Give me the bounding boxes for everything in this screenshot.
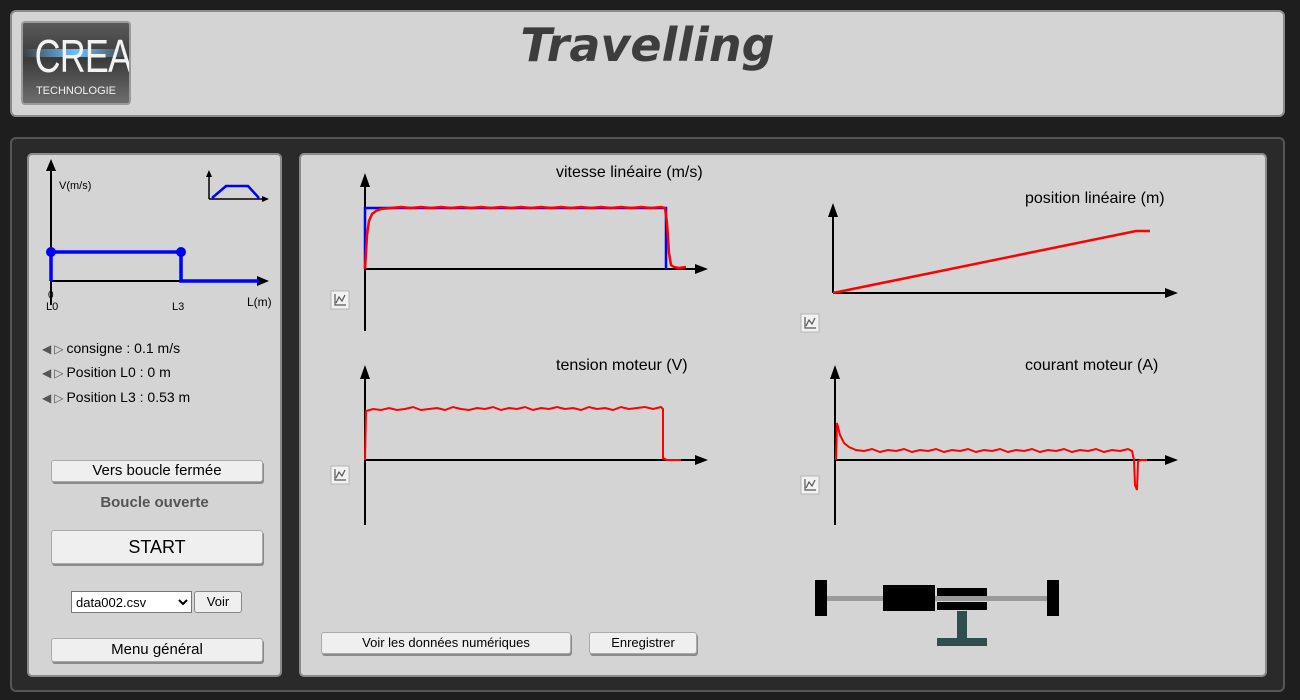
vitesse-chart-title: vitesse linéaire (m/s)	[556, 164, 703, 181]
courant-x-arrow	[1165, 455, 1178, 465]
voir-button[interactable]: Voir	[194, 591, 242, 613]
position-measured-series	[832, 229, 1150, 295]
control-panel: V(m/s) L(m) 0 L0 L3 ◀ ▷ consigne : 0.1 m/s…	[27, 153, 282, 677]
header-bar: CREA TECHNOLOGIE Travelling	[10, 10, 1285, 117]
position-chart	[828, 203, 1178, 298]
logo-light-streak	[23, 49, 129, 57]
profile-tick-L0: L0	[46, 301, 59, 313]
vitesse-x-arrow	[695, 264, 708, 274]
charts-panel: vitesse linéaire (m/s) position linéaire…	[299, 153, 1267, 677]
increase-arrow-icon[interactable]: ▷	[54, 366, 64, 380]
profile-tick-zero: 0	[48, 290, 54, 301]
mechanism-carriage-top	[937, 588, 987, 596]
mechanism-stand-base	[937, 638, 987, 646]
page-title: Travelling	[520, 18, 775, 72]
profile-x-label: L(m)	[247, 295, 272, 309]
vitesse-setpoint-series	[363, 206, 668, 269]
courant-measured-series	[835, 422, 1147, 491]
mini-arrow-y	[206, 170, 212, 177]
start-button[interactable]: START	[51, 530, 263, 564]
increase-arrow-icon[interactable]: ▷	[54, 342, 64, 356]
logo-main-text: CREA	[34, 30, 131, 82]
vitesse-chart	[360, 173, 708, 331]
vitesse-y-arrow	[360, 173, 370, 187]
tension-chart	[360, 365, 708, 525]
courant-chart-title: courant moteur (A)	[1025, 357, 1159, 374]
mini-arrow-x	[262, 196, 269, 202]
mechanism-stand-post	[957, 611, 967, 638]
tension-x-arrow	[695, 455, 708, 465]
param-label: Position L3 : 0.53 m	[66, 389, 191, 405]
profile-point-L0	[46, 247, 56, 257]
param-label: consigne : 0.1 m/s	[66, 340, 181, 356]
view-numeric-data-button[interactable]: Voir les données numériques	[321, 632, 571, 654]
vitesse-measured-series	[363, 205, 687, 270]
tension-chart-title: tension moteur (V)	[556, 357, 688, 374]
profile-x-arrow	[257, 276, 269, 286]
closed-loop-button[interactable]: Vers boucle fermée	[51, 460, 263, 482]
tension-y-arrow	[360, 365, 370, 379]
param-label: Position L0 : 0 m	[66, 364, 171, 380]
position-x-arrow	[1165, 288, 1178, 298]
tension-measured-series	[364, 405, 681, 461]
loop-status-label: Boucle ouverte	[100, 494, 209, 511]
decrease-arrow-icon[interactable]: ◀	[42, 391, 52, 405]
position-y-arrow	[828, 203, 838, 217]
file-select[interactable]: data002.csv	[71, 591, 192, 613]
position-chart-title: position linéaire (m)	[1025, 190, 1165, 207]
increase-arrow-icon[interactable]: ▷	[54, 391, 64, 405]
crea-logo: CREA TECHNOLOGIE	[21, 21, 131, 105]
decrease-arrow-icon[interactable]: ◀	[42, 366, 52, 380]
mechanism-rail	[825, 596, 1055, 601]
profile-tick-L3: L3	[172, 301, 185, 313]
courant-y-arrow	[830, 365, 840, 379]
mechanism-right-end	[1047, 580, 1059, 616]
param-position-L0: ◀ ▷ Position L0 : 0 m	[42, 364, 171, 380]
mini-trapezoid	[211, 184, 260, 199]
speed-profile-diagram	[46, 159, 269, 305]
courant-chart	[830, 365, 1178, 525]
profile-setpoint-line	[49, 250, 259, 283]
save-button[interactable]: Enregistrer	[589, 632, 697, 654]
position-graph-icon[interactable]	[800, 313, 820, 333]
vitesse-graph-icon[interactable]	[330, 290, 350, 310]
profile-y-label: V(m/s)	[59, 180, 92, 192]
logo-sub-text: TECHNOLOGIE	[35, 85, 117, 97]
param-position-L3: ◀ ▷ Position L3 : 0.53 m	[42, 389, 190, 405]
profile-point-L3	[176, 247, 186, 257]
profile-y-arrow	[46, 159, 56, 171]
general-menu-button[interactable]: Menu général	[51, 638, 263, 662]
mechanism-carriage-bottom	[937, 602, 987, 610]
decrease-arrow-icon[interactable]: ◀	[42, 342, 52, 356]
travelling-mechanism-illustration	[815, 580, 1059, 646]
mechanism-motor	[883, 585, 935, 611]
charts-area	[330, 173, 1178, 646]
courant-graph-icon[interactable]	[800, 475, 820, 495]
mechanism-left-end	[815, 580, 827, 616]
param-consigne: ◀ ▷ consigne : 0.1 m/s	[42, 340, 180, 356]
tension-graph-icon[interactable]	[330, 465, 350, 485]
